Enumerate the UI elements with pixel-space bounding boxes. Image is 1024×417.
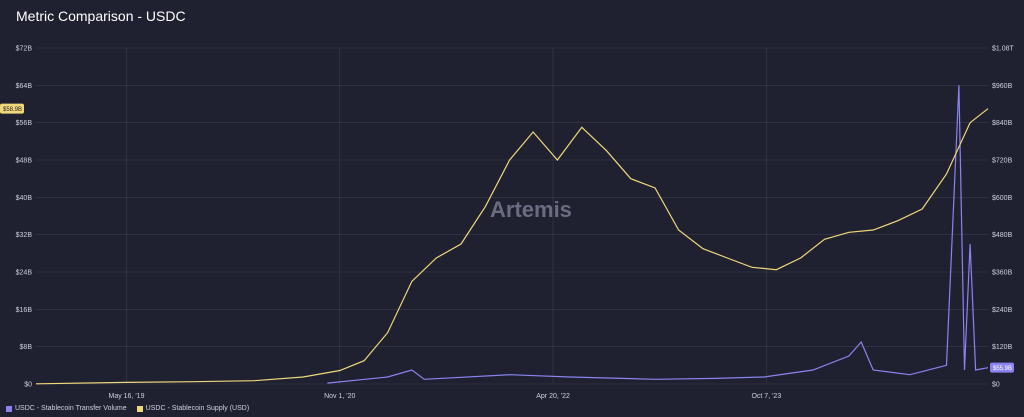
x-tick-label: Oct 7, '23 [751, 393, 781, 400]
legend[interactable]: USDC - Stablecoin Transfer Volume USDC -… [6, 405, 249, 412]
y-left-tick-label: $48B [16, 158, 33, 165]
watermark: Artemis [490, 197, 572, 222]
y-right-tick-label: $1.08T [992, 46, 1015, 53]
y-right-tick-label: $0 [992, 382, 1000, 389]
x-tick-label: Apr 20, '22 [536, 393, 570, 400]
volume-current-label: $55.9B [993, 366, 1012, 372]
y-left-tick-label: $0 [24, 382, 32, 389]
x-tick-label: May 16, '19 [109, 393, 145, 400]
supply-current-badge [0, 103, 24, 114]
y-left-tick-label: $72B [16, 46, 33, 53]
series-lines [35, 85, 989, 385]
y-right-tick-label: $720B [992, 158, 1013, 165]
current-value-badges: $58.9B $55.9B [0, 103, 1014, 373]
chart-title: Metric Comparison - USDC [16, 8, 186, 24]
legend-swatch-volume [6, 405, 12, 412]
y-left-tick-label: $16B [16, 307, 33, 314]
volume-current-badge [990, 362, 1014, 373]
legend-swatch-supply [136, 405, 143, 412]
supply-current-label: $58.9B [3, 107, 22, 113]
y-left-tick-label: $40B [16, 195, 33, 202]
supply-line [35, 108, 989, 385]
y-left-tick-label: $24B [16, 270, 33, 277]
y-left-tick-label: $32B [16, 232, 33, 239]
legend-label-supply: USDC - Stablecoin Supply (USD) [145, 405, 250, 412]
y-left-tick-label: $56B [16, 120, 33, 127]
y-left-tick-label: $8B [20, 344, 33, 351]
legend-label-volume: USDC - Stablecoin Transfer Volume [15, 405, 127, 412]
y-right-tick-label: $360B [992, 270, 1013, 277]
volume-line [327, 85, 989, 384]
y-right-tick-label: $840B [992, 120, 1013, 127]
x-tick-label: Nov 1, '20 [324, 393, 355, 400]
y-right-tick-label: $960B [992, 83, 1013, 90]
y-left-tick-label: $64B [16, 83, 33, 90]
legend-item-volume[interactable]: USDC - Stablecoin Transfer Volume [6, 405, 127, 412]
axis-ticks: $0 $0 $8B $120B $16B $240B $24B $360B $32B $480B $… [16, 46, 1015, 401]
y-right-tick-label: $480B [992, 232, 1013, 239]
grid [36, 47, 988, 385]
y-right-tick-label: $240B [992, 307, 1013, 314]
y-right-tick-label: $120B [992, 344, 1013, 351]
legend-item-supply[interactable]: USDC - Stablecoin Supply (USD) [136, 405, 250, 412]
y-right-tick-label: $600B [992, 195, 1013, 202]
